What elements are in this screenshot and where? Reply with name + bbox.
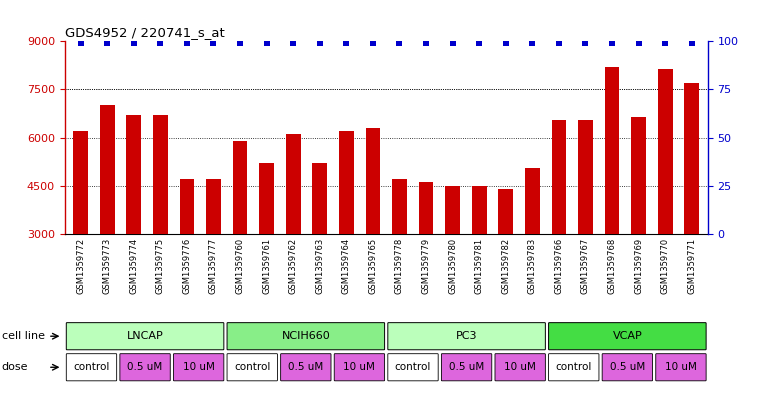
FancyBboxPatch shape [495,354,546,381]
Bar [180,179,194,234]
FancyBboxPatch shape [441,354,492,381]
Bar [658,68,673,234]
FancyBboxPatch shape [334,354,384,381]
Text: 10 uM: 10 uM [665,362,697,372]
FancyBboxPatch shape [174,354,224,381]
FancyBboxPatch shape [602,354,652,381]
Text: control: control [395,362,431,372]
Bar [313,163,327,234]
Text: LNCAP: LNCAP [126,331,164,341]
Text: 10 uM: 10 uM [343,362,375,372]
Text: 10 uM: 10 uM [505,362,536,372]
Text: GDS4952 / 220741_s_at: GDS4952 / 220741_s_at [65,26,224,39]
Text: 10 uM: 10 uM [183,362,215,372]
Bar [392,179,407,234]
Bar [684,83,699,234]
FancyBboxPatch shape [388,354,438,381]
Bar [365,128,380,234]
Bar [286,134,301,234]
Text: VCAP: VCAP [613,331,642,341]
Bar [260,163,274,234]
Bar [525,168,540,234]
FancyBboxPatch shape [120,354,170,381]
FancyBboxPatch shape [549,354,599,381]
FancyBboxPatch shape [388,323,546,350]
Bar [339,131,354,234]
Bar [153,115,167,234]
FancyBboxPatch shape [227,323,384,350]
Text: control: control [556,362,592,372]
Bar [472,185,486,234]
Bar [206,179,221,234]
Text: NCIH660: NCIH660 [282,331,330,341]
Text: control: control [73,362,110,372]
FancyBboxPatch shape [281,354,331,381]
Text: dose: dose [2,362,28,372]
Bar [605,67,619,234]
FancyBboxPatch shape [549,323,706,350]
Bar [632,117,646,234]
Text: 0.5 uM: 0.5 uM [449,362,484,372]
Bar [126,115,141,234]
FancyBboxPatch shape [66,323,224,350]
FancyBboxPatch shape [227,354,278,381]
Bar [73,131,88,234]
Text: control: control [234,362,270,372]
Bar [552,120,566,234]
Bar [578,120,593,234]
Bar [100,105,114,234]
Text: 0.5 uM: 0.5 uM [610,362,645,372]
FancyBboxPatch shape [66,354,116,381]
Bar [445,185,460,234]
Bar [419,182,433,234]
Bar [233,141,247,234]
Bar [498,189,513,234]
Text: 0.5 uM: 0.5 uM [288,362,323,372]
Text: 0.5 uM: 0.5 uM [127,362,163,372]
Text: cell line: cell line [2,331,45,341]
FancyBboxPatch shape [656,354,706,381]
Text: PC3: PC3 [456,331,477,341]
